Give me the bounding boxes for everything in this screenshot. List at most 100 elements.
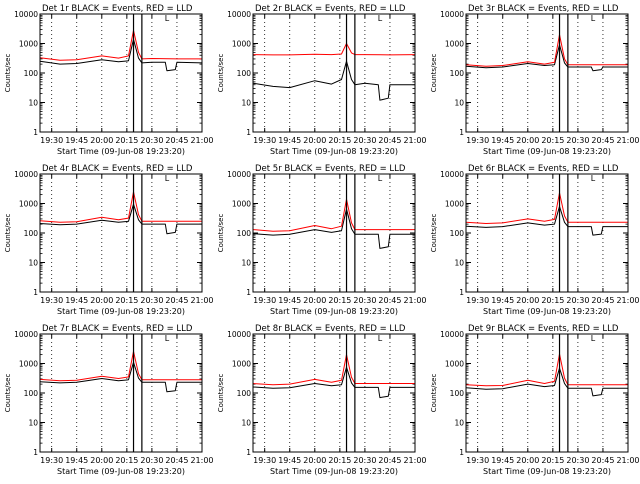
y-tick-label: 10 [241, 419, 251, 428]
y-tick-label: 1 [33, 128, 38, 137]
x-tick-label: 19:45 [65, 296, 88, 305]
x-tick-label: 21:00 [403, 136, 426, 145]
y-tick-label: 1 [459, 128, 464, 137]
x-tick-label: 20:45 [378, 456, 401, 465]
y-tick-label: 100 [450, 229, 465, 238]
panel-title: Det 4r BLACK = Events, RED = LLD [42, 164, 193, 174]
x-tick-label: 20:15 [328, 456, 351, 465]
x-tick-label: 20:45 [378, 296, 401, 305]
y-tick-label: 10 [454, 99, 464, 108]
y-tick-label: 1000 [445, 200, 464, 209]
x-tick-label: 20:45 [165, 136, 188, 145]
corner-label: L [165, 14, 170, 23]
panel-det-7: Det 7r BLACK = Events, RED = LLD Counts/s… [4, 324, 214, 476]
panel-title: Det 1r BLACK = Events, RED = LLD [42, 4, 193, 14]
y-tick-label: 100 [237, 69, 252, 78]
x-tick-label: 20:00 [90, 456, 113, 465]
series-events-line [252, 60, 415, 101]
x-tick-label: 21:00 [403, 296, 426, 305]
y-tick-label: 10 [28, 99, 38, 108]
panel-det-2: Det 2r BLACK = Events, RED = LLD Counts/s… [217, 4, 427, 156]
x-tick-label: 21:00 [616, 456, 639, 465]
x-axis-label: Start Time (09-Jun-08 19:23:20) [57, 147, 185, 156]
x-tick-label: 20:00 [516, 136, 539, 145]
x-tick-label: 19:45 [491, 456, 514, 465]
y-tick-label: 10000 [440, 10, 464, 19]
x-axis-label: Start Time (09-Jun-08 19:23:20) [270, 147, 398, 156]
y-tick-label: 1 [246, 288, 251, 297]
panel-det-9: Det 9r BLACK = Events, RED = LLD Counts/s… [430, 324, 640, 476]
x-tick-label: 20:45 [591, 296, 614, 305]
x-axis-label: Start Time (09-Jun-08 19:23:20) [483, 307, 611, 316]
x-axis-label: Start Time (09-Jun-08 19:23:20) [483, 147, 611, 156]
y-tick-label: 10 [454, 259, 464, 268]
plot-frame [465, 173, 629, 293]
plot-frame [39, 173, 203, 293]
x-tick-label: 21:00 [190, 456, 213, 465]
x-tick-label: 19:45 [278, 296, 301, 305]
y-axis-label: Counts/sec [217, 214, 225, 253]
panel-det-3: Det 3r BLACK = Events, RED = LLD Counts/s… [430, 4, 640, 156]
plot-frame [465, 333, 629, 453]
series-events-line [39, 203, 202, 235]
series-events-line [39, 38, 203, 72]
x-tick-label: 20:30 [353, 456, 376, 465]
series-events-line [39, 361, 202, 393]
x-tick-label: 20:15 [328, 296, 351, 305]
series-lld-line [465, 192, 628, 224]
x-tick-label: 20:30 [566, 456, 589, 465]
x-tick-label: 20:00 [303, 296, 326, 305]
y-tick-label: 10 [241, 99, 251, 108]
y-axis-label: Counts/sec [217, 374, 225, 413]
y-tick-label: 10000 [14, 170, 38, 179]
panel-title: Det 7r BLACK = Events, RED = LLD [42, 324, 193, 334]
x-tick-label: 20:15 [328, 136, 351, 145]
corner-label: L [591, 14, 596, 23]
x-tick-label: 21:00 [616, 136, 639, 145]
x-axis-label: Start Time (09-Jun-08 19:23:20) [57, 307, 185, 316]
x-tick-label: 19:45 [65, 136, 88, 145]
x-tick-label: 20:15 [541, 296, 564, 305]
plot-frame [252, 13, 416, 133]
x-tick-label: 20:15 [115, 456, 138, 465]
y-tick-label: 1 [459, 288, 464, 297]
y-tick-label: 1 [33, 288, 38, 297]
x-tick-label: 21:00 [190, 136, 213, 145]
corner-label: L [165, 174, 170, 183]
x-tick-label: 19:30 [40, 136, 63, 145]
x-tick-label: 20:30 [140, 456, 163, 465]
corner-label: L [378, 334, 383, 343]
panel-title: Det 6r BLACK = Events, RED = LLD [468, 164, 619, 174]
series-events-line [252, 366, 415, 399]
x-tick-label: 21:00 [403, 456, 426, 465]
x-tick-label: 20:45 [165, 456, 188, 465]
y-tick-label: 10000 [227, 170, 251, 179]
x-tick-label: 19:30 [253, 136, 276, 145]
series-events-line [465, 367, 628, 397]
x-tick-label: 20:30 [566, 296, 589, 305]
x-tick-label: 20:15 [541, 456, 564, 465]
y-tick-label: 100 [237, 229, 252, 238]
plot-frame [252, 333, 416, 453]
y-tick-label: 100 [450, 69, 465, 78]
plot-frame [252, 173, 416, 293]
series-lld-line [252, 43, 416, 56]
y-tick-label: 1000 [19, 360, 38, 369]
y-tick-label: 1 [459, 448, 464, 457]
corner-label: L [591, 334, 596, 343]
x-tick-label: 19:30 [466, 296, 489, 305]
panel-det-6: Det 6r BLACK = Events, RED = LLD Counts/s… [430, 164, 640, 316]
corner-label: L [378, 174, 383, 183]
series-events-line [252, 208, 415, 249]
x-tick-label: 21:00 [616, 296, 639, 305]
y-tick-label: 1000 [445, 40, 464, 49]
x-tick-label: 20:00 [303, 456, 326, 465]
x-tick-label: 19:45 [491, 296, 514, 305]
x-tick-label: 20:45 [591, 456, 614, 465]
y-axis-label: Counts/sec [4, 214, 12, 253]
corner-label: L [378, 14, 383, 23]
y-tick-label: 10 [28, 419, 38, 428]
plot-frame [39, 333, 203, 453]
y-tick-label: 1000 [19, 200, 38, 209]
